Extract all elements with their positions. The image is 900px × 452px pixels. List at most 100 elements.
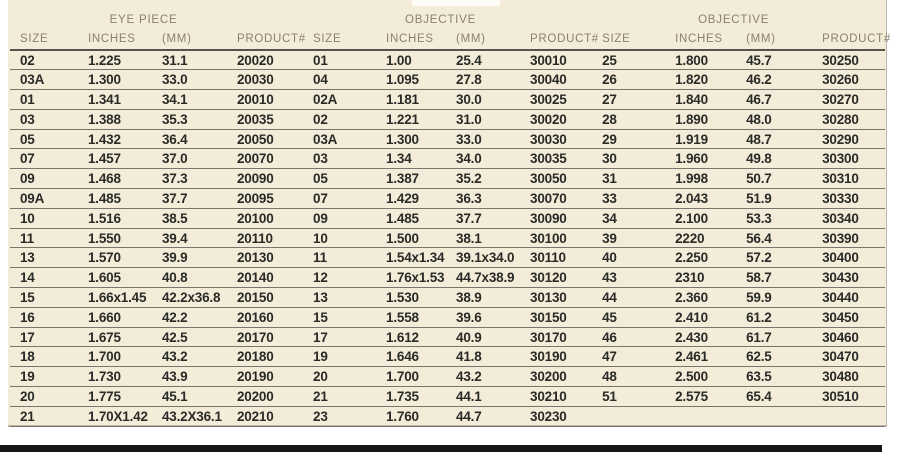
cell-objective2-inches: 1.800 [665,50,737,71]
cell-eyepiece-inches: 1.675 [78,327,152,348]
cell-eyepiece-product: 20140 [227,267,304,289]
cell-objective2-size: 51 [592,386,666,407]
cell-objective1-product: 30010 [520,50,593,71]
cell-objective1-mm: 34.0 [446,148,521,170]
cell-objective2-size: 28 [592,109,666,130]
cell-eyepiece-size: 03 [10,109,78,130]
cell-objective1-product: 30200 [520,366,593,388]
group-title-objective-2: OBJECTIVE [698,14,770,26]
cell-objective1-size: 04 [303,69,377,91]
cell-eyepiece-product: 20160 [227,307,304,328]
cell-objective2-size: 48 [592,366,666,388]
table-row: 15 1.66x1.45 42.2x36.8 20150 13 1.530 38.9 3013… [10,287,886,308]
cell-objective1-mm: 39.6 [446,307,521,328]
cell-objective1-mm: 38.1 [446,228,521,249]
cell-eyepiece-product: 20190 [227,366,304,388]
cell-eyepiece-product: 20200 [227,386,304,407]
cell-objective1-product: 30120 [520,267,593,289]
cell-objective2-inches: 2220 [665,228,737,249]
column-header-row: SIZE INCHES (MM) PRODUCT# SIZE INCHES (M… [10,26,890,51]
cell-objective1-size: 09 [303,208,377,229]
cell-objective1-inches: 1.34 [376,148,447,170]
cell-objective1-mm: 40.9 [446,327,521,348]
cell-objective1-mm: 27.8 [446,69,521,91]
cell-objective2-inches: 1.998 [665,168,737,190]
cell-objective1-product: 30100 [520,228,593,249]
cell-objective1-inches: 1.760 [376,406,447,427]
cell-objective1-product: 30070 [520,188,593,209]
cell-objective1-product: 30190 [520,346,593,368]
cell-eyepiece-mm: 37.3 [152,168,227,190]
cell-objective1-inches: 1.735 [376,386,447,407]
cell-eyepiece-size: 09A [10,188,78,209]
cell-objective1-inches: 1.429 [376,188,447,209]
cell-eyepiece-product: 20090 [227,168,304,190]
col-header-objective1-product: PRODUCT# [520,26,598,51]
cell-objective2-size: 40 [592,247,666,269]
cell-objective2-mm: 53.3 [736,208,813,229]
cell-objective2-inches: 1.960 [665,148,737,170]
cell-objective2-inches: 2.461 [665,346,737,368]
cell-objective2-product: 30510 [812,386,886,407]
cell-objective2-product: 30450 [812,307,886,328]
cell-objective1-product: 30040 [520,69,593,91]
cell-eyepiece-size: 11 [10,228,78,249]
table-row: 05 1.432 36.4 20050 03A 1.300 33.0 30030 29 1.919… [10,129,886,150]
cell-objective2-product: 30330 [812,188,886,209]
table-row: 20 1.775 45.1 20200 21 1.735 44.1 30210 51 2.575 6… [10,386,886,407]
col-header-objective2-product: PRODUCT# [812,26,890,51]
top-white-notch [412,0,500,6]
cell-objective2-mm: 45.7 [736,50,813,71]
cell-objective1-mm: 43.2 [446,366,521,388]
cell-objective1-product: 30130 [520,287,593,308]
cell-objective2-inches: 2.500 [665,366,737,388]
cell-objective2-product: 30480 [812,366,886,388]
cell-objective1-inches: 1.095 [376,69,447,91]
cell-objective1-mm: 35.2 [446,168,521,190]
cell-eyepiece-size: 17 [10,327,78,348]
cell-objective1-product: 30020 [520,109,593,130]
cell-eyepiece-inches: 1.66x1.45 [78,287,152,308]
col-header-eyepiece-inches: INCHES [78,26,152,51]
cell-objective2-product: 30250 [812,50,886,71]
cell-objective2-mm: 46.7 [736,89,813,110]
cell-objective1-size: 17 [303,327,377,348]
cell-objective2-inches: 1.919 [665,129,737,150]
cell-objective1-size: 02A [303,89,377,110]
cell-objective2-inches: 2.430 [665,327,737,348]
cell-eyepiece-inches: 1.730 [78,366,152,388]
cell-objective2-size: 47 [592,346,666,368]
table-row: 14 1.605 40.8 20140 12 1.76x1.53 44.7x38.9 3012… [10,267,886,289]
cell-eyepiece-product: 20100 [227,208,304,229]
cell-eyepiece-inches: 1.388 [78,109,152,130]
cell-objective1-size: 03 [303,148,377,170]
cell-eyepiece-mm: 37.0 [152,148,227,170]
catalog-page: EYE PIECE OBJECTIVE OBJECTIVE SIZE INCHE… [8,0,890,427]
cell-eyepiece-inches: 1.775 [78,386,152,407]
cell-objective1-inches: 1.558 [376,307,447,328]
cell-eyepiece-mm: 38.5 [152,208,227,229]
cell-objective2-size: 29 [592,129,666,150]
cell-objective1-size: 11 [303,247,377,269]
cell-objective1-size: 19 [303,346,377,368]
cell-objective2-size: 26 [592,69,666,91]
cell-eyepiece-product: 20035 [227,109,304,130]
cell-objective1-inches: 1.76x1.53 [376,267,447,289]
col-header-objective1-size: SIZE [303,26,377,51]
cell-eyepiece-inches: 1.605 [78,267,152,289]
cell-eyepiece-inches: 1.457 [78,148,152,170]
cell-eyepiece-product: 20210 [227,406,304,427]
cell-eyepiece-size: 07 [10,148,78,170]
cell-objective2-mm: 58.7 [736,267,813,289]
cell-eyepiece-product: 20020 [227,50,304,71]
cell-objective1-inches: 1.54x1.34 [376,247,447,269]
cell-eyepiece-mm: 45.1 [152,386,227,407]
cell-eyepiece-mm: 34.1 [152,89,227,110]
cell-eyepiece-inches: 1.468 [78,168,152,190]
cell-objective2-mm: 57.2 [736,247,813,269]
col-header-objective1-inches: INCHES [376,26,447,51]
cell-objective1-size: 02 [303,109,377,130]
cell-eyepiece-product: 20130 [227,247,304,269]
cell-objective1-inches: 1.181 [376,89,447,110]
cell-eyepiece-mm: 39.4 [152,228,227,249]
